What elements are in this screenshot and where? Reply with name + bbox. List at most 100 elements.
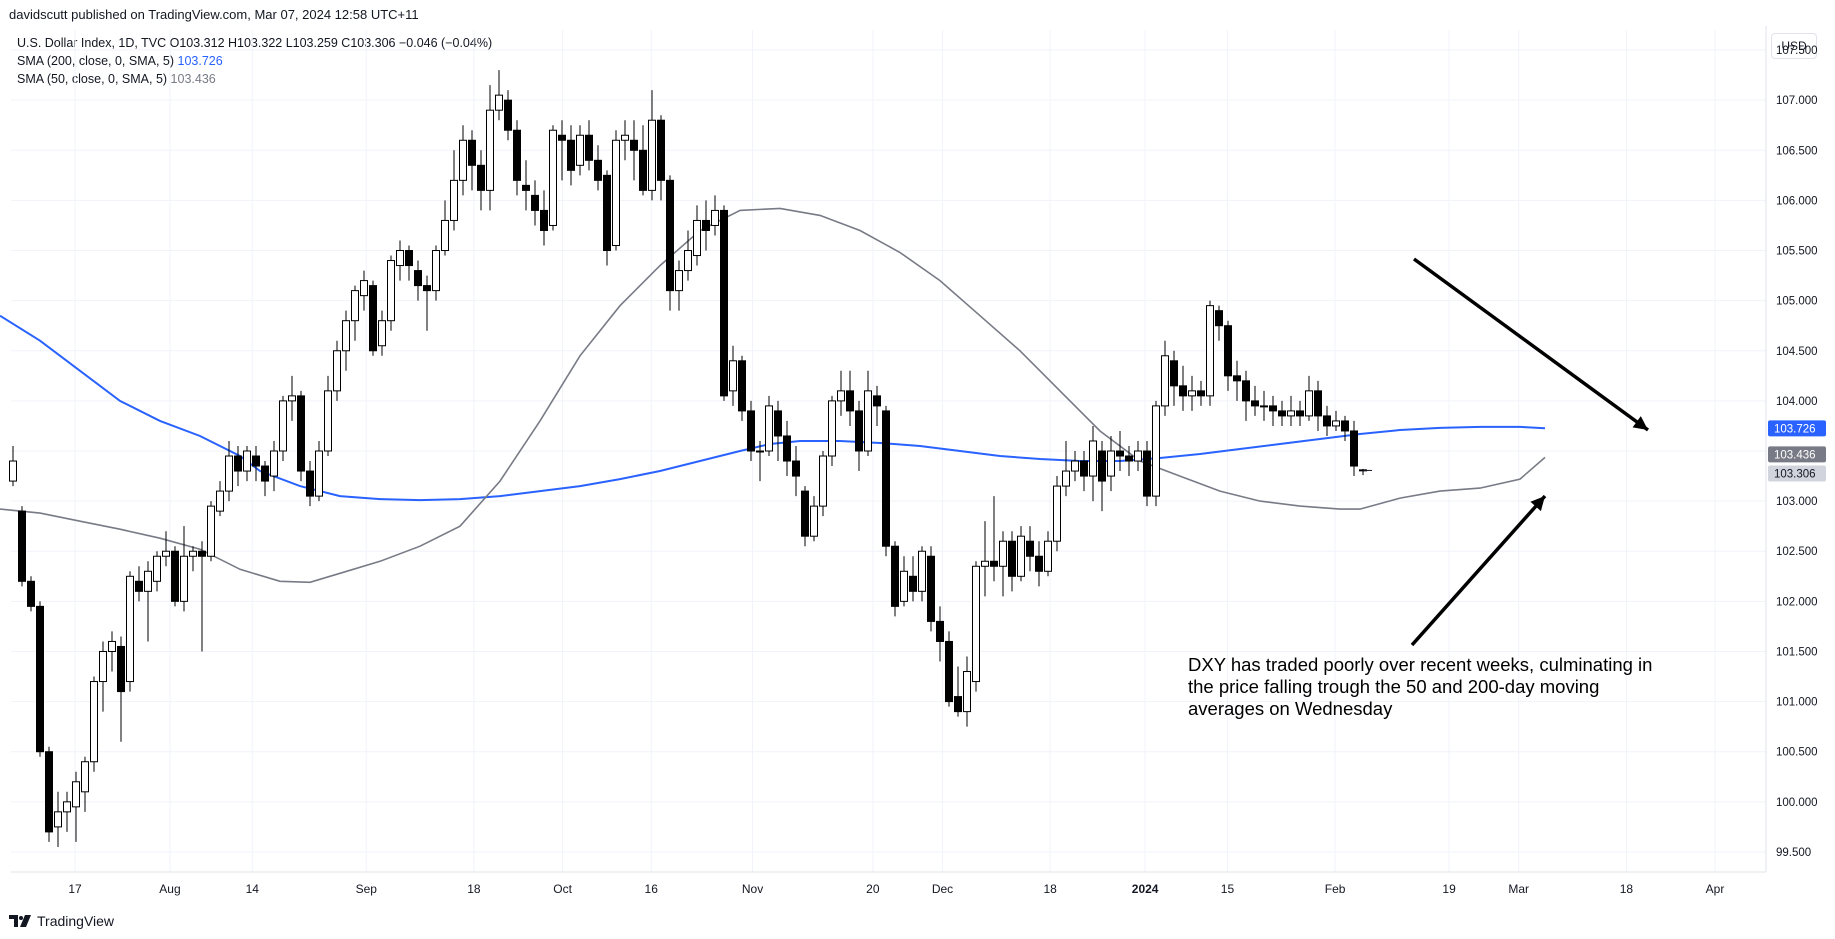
candle-body (522, 184, 530, 191)
legend-main-row[interactable]: U.S. Dollar Index, 1D, TVC O103.312 H103… (17, 34, 492, 52)
candle-body (18, 510, 26, 582)
candle-body (1161, 355, 1169, 407)
x-tick-label: Feb (1325, 882, 1346, 896)
candle-body (486, 109, 494, 191)
candle-body (972, 565, 980, 683)
candle-body (1296, 410, 1304, 417)
candle-body (297, 395, 305, 472)
candle-body (351, 290, 359, 322)
candle-body (657, 119, 665, 181)
candle-body (621, 134, 629, 141)
x-tick-label: 18 (467, 882, 481, 896)
candle-body (1287, 410, 1295, 417)
legend-ohlc: O103.312 H103.322 L103.259 C103.306 −0.0… (169, 36, 493, 50)
candle-body (513, 129, 521, 181)
y-tick-label: 101.500 (1776, 646, 1818, 658)
y-tick-label: 100.500 (1776, 747, 1818, 759)
y-tick-label: 104.000 (1776, 396, 1818, 408)
legend-sma200-value: 103.726 (177, 54, 223, 68)
candle-body (252, 455, 260, 467)
legend-sma50-row[interactable]: SMA (50, close, 0, SMA, 5) 103.436 (17, 70, 492, 88)
candle-body (639, 149, 647, 191)
candle-body (198, 550, 206, 557)
candle-body (666, 179, 674, 292)
legend-sma50-label: SMA (50, close, 0, SMA, 5) (17, 72, 168, 86)
candle-body (1341, 420, 1349, 432)
candle-body (693, 219, 701, 257)
candle-body (1089, 440, 1097, 477)
candle-body (216, 490, 224, 512)
candle-body (270, 450, 278, 477)
candle-body (234, 455, 242, 472)
candle-body (405, 250, 413, 267)
candle-body (9, 460, 17, 482)
candle-body (144, 570, 152, 592)
price-axis-label: 103.436 (1774, 449, 1816, 461)
arrow-to-price-head (1530, 496, 1545, 512)
arrow-down-trend-shaft (1412, 257, 1650, 432)
published-text: davidscutt published on TradingView.com,… (9, 7, 419, 22)
candle-body (729, 360, 737, 392)
candle-body (702, 219, 710, 231)
y-tick-label: 106.000 (1776, 195, 1818, 207)
candle-body (315, 450, 323, 497)
candle-body (459, 139, 467, 181)
candle-body (1008, 540, 1016, 577)
candle-body (441, 219, 449, 252)
candle-body (1233, 375, 1241, 382)
candle-body (1116, 450, 1124, 457)
candle-body (180, 555, 188, 602)
candle-body (801, 490, 809, 537)
candle-body (837, 390, 845, 402)
candle-body (135, 580, 143, 592)
candle-body (72, 781, 80, 808)
candle-body (432, 250, 440, 292)
candle-body (1215, 310, 1223, 327)
candle-body (54, 811, 62, 828)
x-tick-label: 14 (246, 882, 260, 896)
candle-body (288, 395, 296, 402)
x-tick-label: Aug (159, 882, 180, 896)
candle-body (63, 801, 71, 813)
legend-sma200-row[interactable]: SMA (200, close, 0, SMA, 5) 103.726 (17, 52, 492, 70)
price-axis-label-bg (1768, 420, 1826, 437)
candle-body (612, 139, 620, 247)
candle-body (999, 540, 1007, 567)
candle-body (1026, 540, 1034, 557)
legend-sma200-label: SMA (200, close, 0, SMA, 5) (17, 54, 175, 68)
currency-button[interactable]: USD (1771, 33, 1817, 59)
candle-body (342, 320, 350, 352)
candle-body (1260, 405, 1268, 408)
candle-body (387, 260, 395, 322)
candle-body (108, 640, 116, 652)
candle-body (243, 450, 251, 472)
candle-body (1053, 485, 1061, 542)
price-axis-label-bg (1768, 465, 1826, 482)
candle-body (1062, 470, 1070, 487)
x-tick-label: 20 (866, 882, 880, 896)
candle-body (414, 270, 422, 287)
candle-body (963, 671, 971, 713)
candle-body (684, 250, 692, 272)
candle-body (756, 450, 764, 453)
candle-body (603, 174, 611, 252)
candle-body (567, 139, 575, 171)
footer-brand: TradingView (37, 913, 115, 929)
candle-body (882, 410, 890, 547)
candle-body (1080, 460, 1088, 477)
candle-body (126, 575, 134, 683)
candle-body (945, 640, 953, 703)
candle-body (864, 390, 872, 452)
chart-legend: U.S. Dollar Index, 1D, TVC O103.312 H103… (17, 34, 492, 88)
candle-body (1332, 420, 1340, 427)
chart-annotation: DXY has traded poorly over recent weeks,… (1188, 654, 1653, 719)
candle-body (540, 209, 548, 231)
y-tick-label: 100.000 (1776, 797, 1818, 809)
x-tick-label: Mar (1508, 882, 1529, 896)
candle-body (207, 505, 215, 557)
candle-body (720, 209, 728, 397)
candle-body (1314, 390, 1322, 417)
candle-body (468, 139, 476, 166)
x-tick-label: Oct (553, 882, 572, 896)
